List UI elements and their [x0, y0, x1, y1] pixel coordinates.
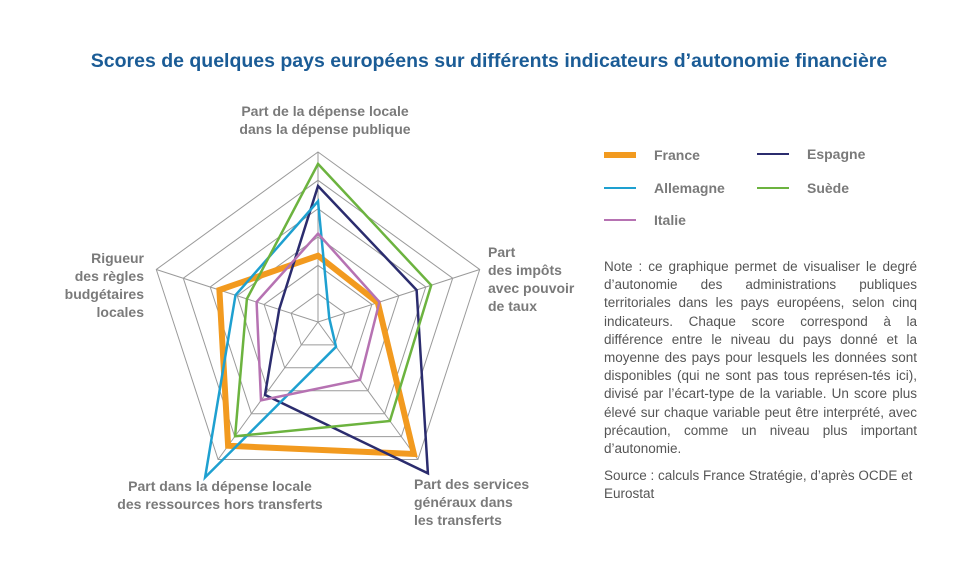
radar-grid — [155, 151, 481, 460]
chart-source: Source : calculs France Stratégie, d’apr… — [604, 468, 913, 502]
grid-spoke-5 — [156, 269, 319, 323]
axis-label-services-generaux: Part des services généraux dans les tran… — [414, 476, 530, 528]
series-france — [216, 252, 418, 458]
legend-label-suede: Suède — [807, 180, 850, 196]
series-espagne — [263, 183, 430, 476]
grid-ring-2 — [263, 264, 373, 369]
grid-ring-6 — [155, 151, 481, 460]
legend-label-italie: Italie — [654, 212, 686, 228]
legend-item-france: France — [604, 146, 700, 164]
grid-ring-4 — [209, 208, 427, 415]
legend-label-allemagne: Allemagne — [654, 180, 725, 196]
axis-label-ressources-hors-transferts: Part dans la dépense locale des ressourc… — [117, 478, 323, 512]
axis-label-impots: Part des impôts avec pouvoir de taux — [488, 244, 575, 314]
axis-label-rigueur: Rigueur des règles budgétaires locales — [64, 250, 144, 320]
grid-ring-3 — [236, 236, 400, 392]
legend-label-espagne: Espagne — [807, 146, 866, 162]
legend-item-italie: Italie — [604, 211, 686, 229]
legend-item-espagne: Espagne — [757, 145, 865, 163]
legend-swatch-espagne — [757, 152, 789, 156]
grid-ring-5 — [182, 179, 454, 438]
grid-spoke-2 — [317, 269, 480, 323]
radar-series — [203, 161, 433, 482]
grid-ring-1 — [290, 293, 346, 346]
legend-label-france: France — [654, 147, 700, 163]
axis-label-depense-locale: Part de la dépense locale dans la dépens… — [239, 103, 411, 137]
radar-chart — [155, 151, 481, 482]
series-suede — [233, 161, 433, 438]
chart-note: Note : ce graphique permet de visualiser… — [604, 259, 917, 457]
series-allemagne — [203, 198, 338, 482]
legend-swatch-allemagne — [604, 186, 636, 190]
series-italie — [255, 231, 381, 402]
chart-title: Scores de quelques pays européens sur di… — [90, 50, 888, 72]
legend-item-allemagne: Allemagne — [604, 179, 725, 197]
legend-swatch-france — [604, 152, 636, 158]
legend-swatch-italie — [604, 218, 636, 222]
legend-item-suede: Suède — [757, 179, 849, 197]
legend-swatch-suede — [757, 186, 789, 190]
